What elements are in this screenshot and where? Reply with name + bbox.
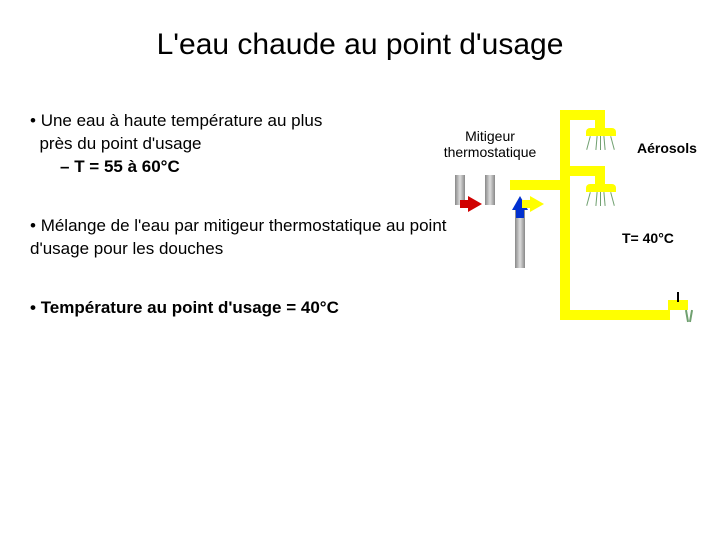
mitigeur-label: Mitigeur thermostatique (430, 128, 550, 160)
bullet-3: Température au point d'usage = 40°C (30, 297, 450, 320)
mitigeur-label-l1: Mitigeur (465, 128, 515, 144)
pipe-top-branch-v (595, 110, 605, 128)
plumbing-diagram: Mitigeur thermostatique Aérosols T= 40°C (430, 100, 720, 380)
aerosols-label: Aérosols (637, 140, 697, 156)
mixed-arrow-icon (530, 196, 544, 212)
bullet-1-text-line2: près du point d'usage (39, 134, 201, 153)
cold-inlet-pipe (485, 175, 495, 205)
pipe-mixer-outlet (510, 180, 560, 190)
shower-head-1 (586, 128, 616, 136)
pipe-bottom-h (560, 310, 670, 320)
shower-head-2 (586, 184, 616, 192)
bullet-1: Une eau à haute température au plus près… (30, 110, 450, 179)
mitigeur-label-l2: thermostatique (444, 144, 537, 160)
temp-label: T= 40°C (622, 230, 674, 246)
bullet-1-sub: T = 55 à 60°C (30, 156, 450, 179)
bullet-list: Une eau à haute température au plus près… (30, 110, 450, 356)
hot-arrow-icon (468, 196, 482, 212)
faucet-icon (668, 300, 688, 310)
bullet-2: Mélange de l'eau par mitigeur thermostat… (30, 215, 450, 261)
pipe-main-vertical (560, 110, 570, 320)
slide-title: L'eau chaude au point d'usage (0, 28, 720, 62)
pipe-mid-branch-v (595, 166, 605, 184)
bullet-1-text-line1: Une eau à haute température au plus (41, 111, 323, 130)
